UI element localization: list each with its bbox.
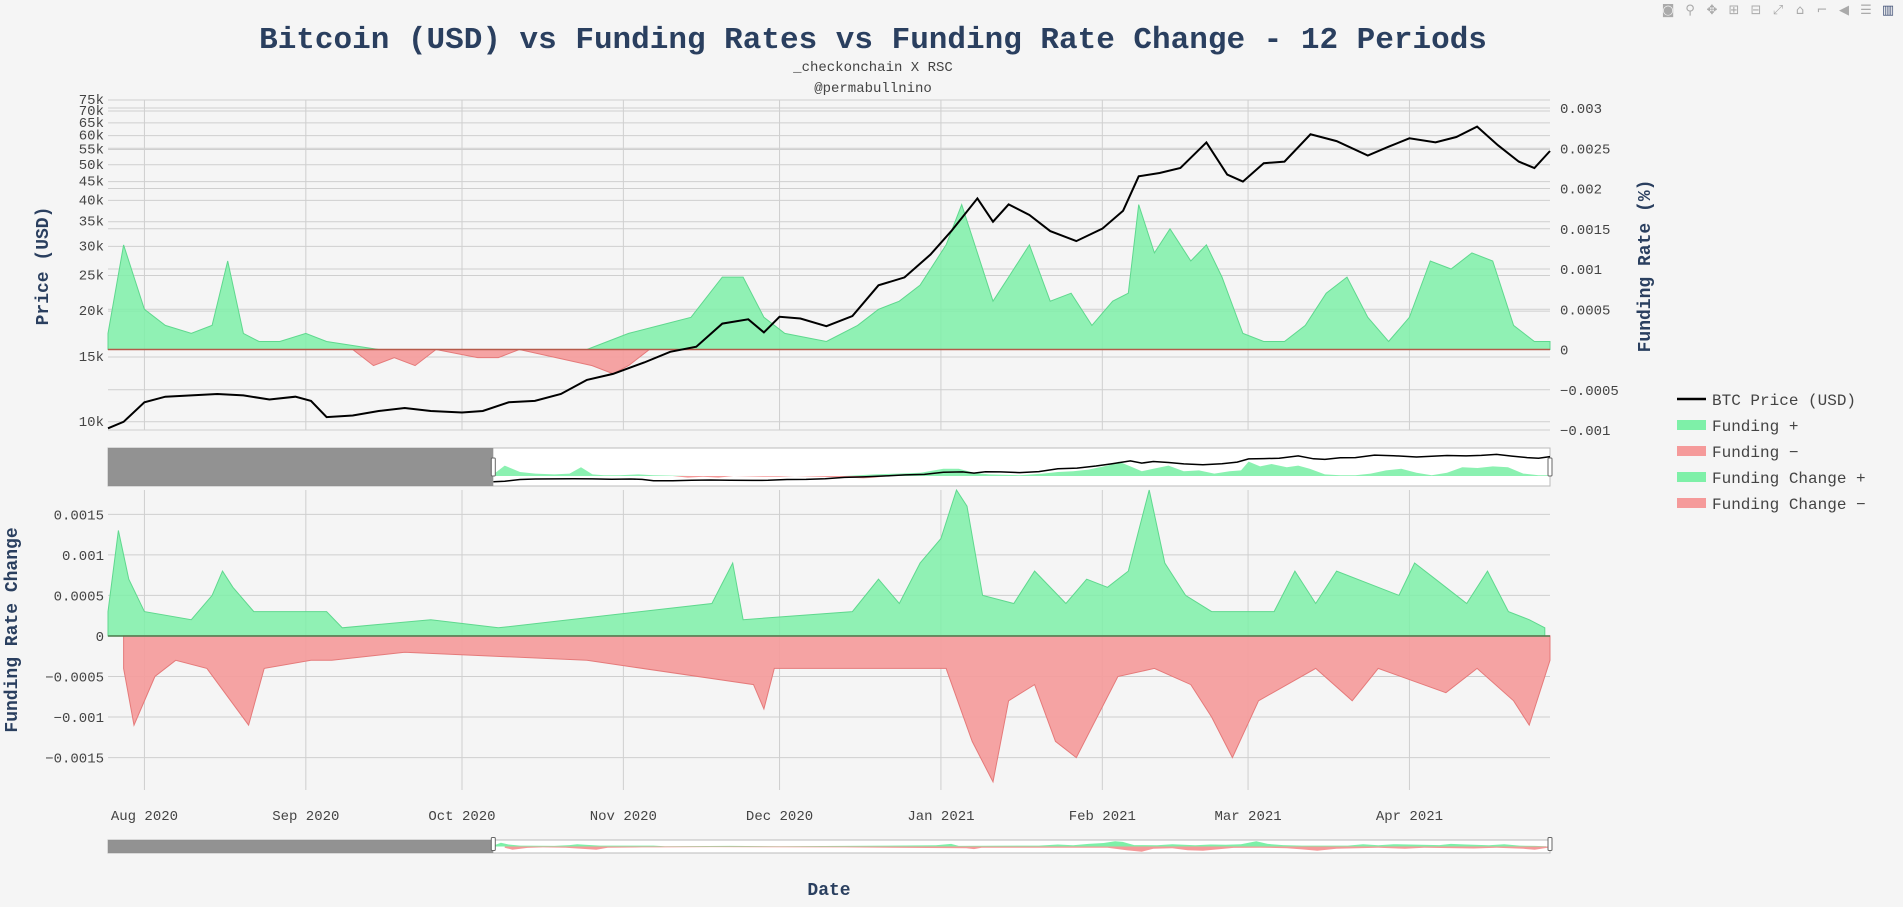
- modebar: ◙ ⚲ ✥ ⊞ ⊟ ⤢ ⌂ ⌐ ◀ ☰ ▥: [1659, 2, 1897, 20]
- price-tick-label: 60k: [79, 129, 104, 145]
- range-slider-handle-left-2[interactable]: [490, 837, 496, 851]
- x-tick-label: Oct 2020: [428, 809, 495, 825]
- zoom-in-icon[interactable]: ⊞: [1728, 3, 1740, 18]
- series-btc-price-line: [107, 125, 1551, 430]
- slider1-funding-pos: [493, 461, 1550, 476]
- chart-ticks: Aug 2020 Sep 2020 Oct 2020 Nov 2020 Dec 2020…: [45, 93, 1619, 825]
- spike-lines-icon[interactable]: ⌐: [1816, 3, 1828, 18]
- series-funding-pos-area: [107, 203, 1551, 350]
- price-tick-label: 15k: [79, 350, 104, 366]
- funding-tick-label: −0.001: [1560, 424, 1610, 440]
- change-tick-label: 0.001: [62, 549, 104, 565]
- legend-item-funding-neg[interactable]: Funding −: [1677, 444, 1798, 462]
- legend[interactable]: BTC Price (USD) Funding + Funding − Fund…: [1677, 392, 1866, 514]
- funding-tick-label: 0: [1560, 344, 1568, 360]
- pan-icon[interactable]: ✥: [1706, 3, 1718, 18]
- price-tick-label: 65k: [79, 116, 104, 132]
- price-tick-label: 10k: [79, 415, 104, 431]
- funding-tick-label: 0.001: [1560, 263, 1602, 279]
- x-tick-label: Sep 2020: [272, 809, 339, 825]
- chart-grid: [108, 99, 1550, 790]
- hover-closest-icon[interactable]: ◀: [1839, 3, 1849, 18]
- price-tick-label: 70k: [79, 104, 104, 120]
- zoom-out-icon[interactable]: ⊟: [1750, 3, 1762, 18]
- funding-tick-label: 0.0005: [1560, 303, 1610, 319]
- home-icon[interactable]: ⌂: [1795, 3, 1805, 18]
- legend-swatch-change-pos: [1677, 472, 1706, 482]
- plotly-logo-icon[interactable]: ▥: [1881, 3, 1895, 18]
- price-tick-label: 45k: [79, 175, 104, 191]
- legend-swatch-funding-neg: [1677, 446, 1706, 456]
- x-tick-label: Apr 2021: [1376, 809, 1443, 825]
- hover-compare-icon[interactable]: ☰: [1860, 3, 1872, 18]
- chart-sliders: [107, 447, 1553, 854]
- price-tick-label: 25k: [79, 268, 104, 284]
- range-slider-handle-right-2[interactable]: [1547, 837, 1553, 851]
- range-slider-handle-left-1[interactable]: [490, 457, 496, 477]
- camera-icon[interactable]: ◙: [1661, 3, 1675, 18]
- funding-tick-label: 0.0015: [1560, 223, 1610, 239]
- funding-tick-label: 0.002: [1560, 183, 1602, 199]
- slider1-btc-price: [493, 453, 1551, 483]
- chart-title: Bitcoin (USD) vs Funding Rates vs Fundin…: [259, 23, 1487, 58]
- legend-item-change-neg[interactable]: Funding Change −: [1677, 496, 1866, 514]
- legend-item-change-pos[interactable]: Funding Change +: [1677, 470, 1866, 488]
- funding-tick-label: 0.0025: [1560, 142, 1610, 158]
- range-slider-mask-2: [108, 840, 494, 853]
- change-tick-label: 0: [96, 630, 104, 646]
- legend-label-funding-pos: Funding +: [1712, 418, 1798, 436]
- chart-subtitle-1: _checkonchain X RSC: [792, 60, 953, 76]
- change-tick-label: −0.0015: [45, 752, 104, 768]
- chart-subtitle-2: @permabullnino: [814, 81, 932, 97]
- change-tick-label: 0.0015: [54, 508, 104, 524]
- x-tick-label: Jan 2021: [907, 809, 974, 825]
- chart-areas: [107, 203, 1551, 784]
- legend-label-funding-neg: Funding −: [1712, 444, 1798, 462]
- x-axis-title: Date: [807, 881, 850, 901]
- y-axis-title-change: Funding Rate Change: [3, 527, 23, 732]
- legend-item-btc-price[interactable]: BTC Price (USD): [1677, 392, 1856, 410]
- slider2-change-neg: [504, 846, 1551, 852]
- series-change-pos-area: [107, 488, 1546, 637]
- x-tick-label: Aug 2020: [111, 809, 178, 825]
- range-slider-mask-1: [108, 448, 494, 486]
- x-tick-label: Nov 2020: [590, 809, 657, 825]
- price-tick-label: 75k: [79, 93, 104, 109]
- y-axis-title-funding: Funding Rate (%): [1636, 180, 1656, 353]
- change-tick-label: 0.0005: [54, 589, 104, 605]
- x-tick-label: Dec 2020: [746, 809, 813, 825]
- legend-label-change-pos: Funding Change +: [1712, 470, 1866, 488]
- legend-label-change-neg: Funding Change −: [1712, 496, 1866, 514]
- series-change-neg-area: [123, 635, 1551, 784]
- legend-swatch-change-neg: [1677, 498, 1706, 508]
- legend-label-btc-price: BTC Price (USD): [1712, 392, 1856, 410]
- price-tick-label: 20k: [79, 304, 104, 320]
- funding-tick-label: −0.0005: [1560, 384, 1619, 400]
- change-tick-label: −0.0005: [45, 670, 104, 686]
- price-tick-label: 30k: [79, 239, 104, 255]
- y-axis-title-price: Price (USD): [34, 207, 54, 326]
- series-funding-neg-area: [351, 348, 651, 375]
- legend-swatch-funding-pos: [1677, 420, 1706, 430]
- x-tick-label: Feb 2021: [1069, 809, 1136, 825]
- slider2-change-pos: [493, 841, 1547, 847]
- zoom-icon[interactable]: ⚲: [1685, 3, 1695, 18]
- price-tick-label: 40k: [79, 193, 104, 209]
- autoscale-icon[interactable]: ⤢: [1772, 3, 1784, 18]
- price-tick-label: 50k: [79, 158, 104, 174]
- range-slider-handle-right-1[interactable]: [1547, 457, 1553, 477]
- slider1-funding-neg: [672, 476, 890, 479]
- change-tick-label: −0.001: [54, 711, 104, 727]
- x-tick-label: Mar 2021: [1214, 809, 1281, 825]
- legend-item-funding-pos[interactable]: Funding +: [1677, 418, 1798, 436]
- funding-tick-label: 0.003: [1560, 102, 1602, 118]
- chart-lines: [107, 125, 1551, 430]
- price-tick-label: 55k: [79, 143, 104, 159]
- price-tick-label: 35k: [79, 215, 104, 231]
